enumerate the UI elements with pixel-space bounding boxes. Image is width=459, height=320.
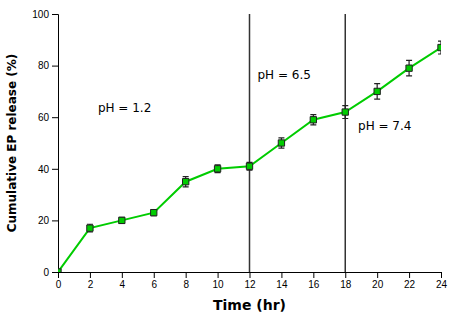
tick: 4 — [120, 272, 126, 290]
tick-mark — [154, 272, 155, 278]
tick-label: 18 — [340, 279, 352, 290]
tick-mark — [52, 169, 58, 170]
tick-mark — [52, 66, 58, 67]
annotation: pH = 7.4 — [358, 119, 411, 133]
marker — [214, 166, 220, 172]
tick-mark — [90, 272, 91, 278]
annotation: pH = 6.5 — [257, 68, 310, 82]
tick-mark — [186, 272, 187, 278]
tick-label: 40 — [38, 164, 50, 175]
x-axis-title: Time (hr) — [213, 297, 286, 313]
tick-mark — [52, 272, 58, 273]
marker — [406, 65, 412, 71]
tick-mark — [122, 272, 123, 278]
tick-mark — [52, 117, 58, 118]
vertical-line — [345, 14, 347, 272]
tick-mark — [409, 272, 410, 278]
line — [58, 48, 441, 272]
tick-label: 0 — [43, 267, 49, 278]
marks — [58, 14, 441, 272]
x-axis: 024681012141618202224 — [56, 272, 448, 290]
error-bar — [87, 224, 93, 232]
tick-label: 60 — [38, 112, 50, 123]
marker — [342, 109, 348, 115]
error-bar — [247, 162, 253, 170]
error-bar — [183, 177, 189, 187]
tick-label: 14 — [276, 279, 288, 290]
tick-label: 100 — [32, 9, 49, 20]
marker — [58, 269, 61, 272]
tick: 0 — [43, 267, 58, 278]
tick-label: 12 — [244, 279, 256, 290]
tick-mark — [250, 272, 251, 278]
tick: 20 — [372, 272, 384, 290]
tick-label: 16 — [308, 279, 320, 290]
error-bar — [374, 84, 380, 99]
tick: 40 — [38, 164, 58, 175]
tick: 8 — [183, 272, 189, 290]
tick: 100 — [32, 9, 58, 20]
error-bar — [215, 165, 221, 173]
tick-label: 8 — [183, 279, 189, 290]
tick: 80 — [38, 60, 58, 71]
tick: 22 — [404, 272, 416, 290]
plot-area: 024681012141618202224020406080100pH = 1.… — [32, 9, 447, 290]
tick-mark — [345, 272, 346, 278]
marker — [119, 217, 125, 223]
tick-label: 24 — [436, 279, 448, 290]
tick-mark — [377, 272, 378, 278]
tick-mark — [281, 272, 282, 278]
tick-mark — [218, 272, 219, 278]
tick-label: 80 — [38, 60, 50, 71]
tick-label: 22 — [404, 279, 416, 290]
tick: 20 — [38, 215, 58, 226]
tick: 0 — [56, 272, 62, 290]
tick: 18 — [340, 272, 352, 290]
tick: 2 — [88, 272, 94, 290]
tick: 14 — [276, 272, 288, 290]
chart: 024681012141618202224020406080100pH = 1.… — [0, 0, 459, 320]
tick: 16 — [308, 272, 320, 290]
error-bar — [406, 60, 412, 75]
tick-mark — [52, 14, 58, 15]
tick: 60 — [38, 112, 58, 123]
tick-label: 20 — [38, 215, 50, 226]
y-axis: 0 20 40 60 80 100 — [32, 9, 58, 278]
tick: 10 — [213, 272, 225, 290]
marker — [310, 117, 316, 123]
error-bar — [151, 210, 157, 216]
tick-label: 20 — [372, 279, 384, 290]
tick-label: 10 — [213, 279, 225, 290]
marker — [246, 163, 252, 169]
marker — [374, 88, 380, 94]
marker — [87, 225, 93, 231]
tick: 12 — [244, 272, 256, 290]
tick: 24 — [436, 272, 448, 290]
tick-mark — [313, 272, 314, 278]
tick-label: 2 — [88, 279, 94, 290]
marker — [183, 179, 189, 185]
error-bar — [119, 217, 125, 223]
error-bar — [438, 41, 441, 54]
error-bar — [342, 106, 348, 119]
y-axis-title: Cumulative EP release (%) — [5, 54, 19, 233]
axis-line — [52, 15, 59, 273]
error-bar — [278, 138, 284, 148]
tick-label: 4 — [120, 279, 126, 290]
annotation: pH = 1.2 — [98, 101, 151, 115]
tick: 6 — [151, 272, 157, 290]
tick-label: 0 — [56, 279, 62, 290]
tick-mark — [441, 272, 442, 278]
annotations: pH = 1.2 pH = 6.5 pH = 7.4 — [98, 68, 412, 134]
marker — [438, 44, 441, 50]
vertical-line — [249, 14, 251, 272]
error-bar — [310, 115, 316, 125]
marker — [151, 209, 157, 215]
marker — [278, 140, 284, 146]
axis-line — [59, 273, 442, 279]
tick-mark — [52, 220, 58, 221]
tick-label: 6 — [151, 279, 157, 290]
